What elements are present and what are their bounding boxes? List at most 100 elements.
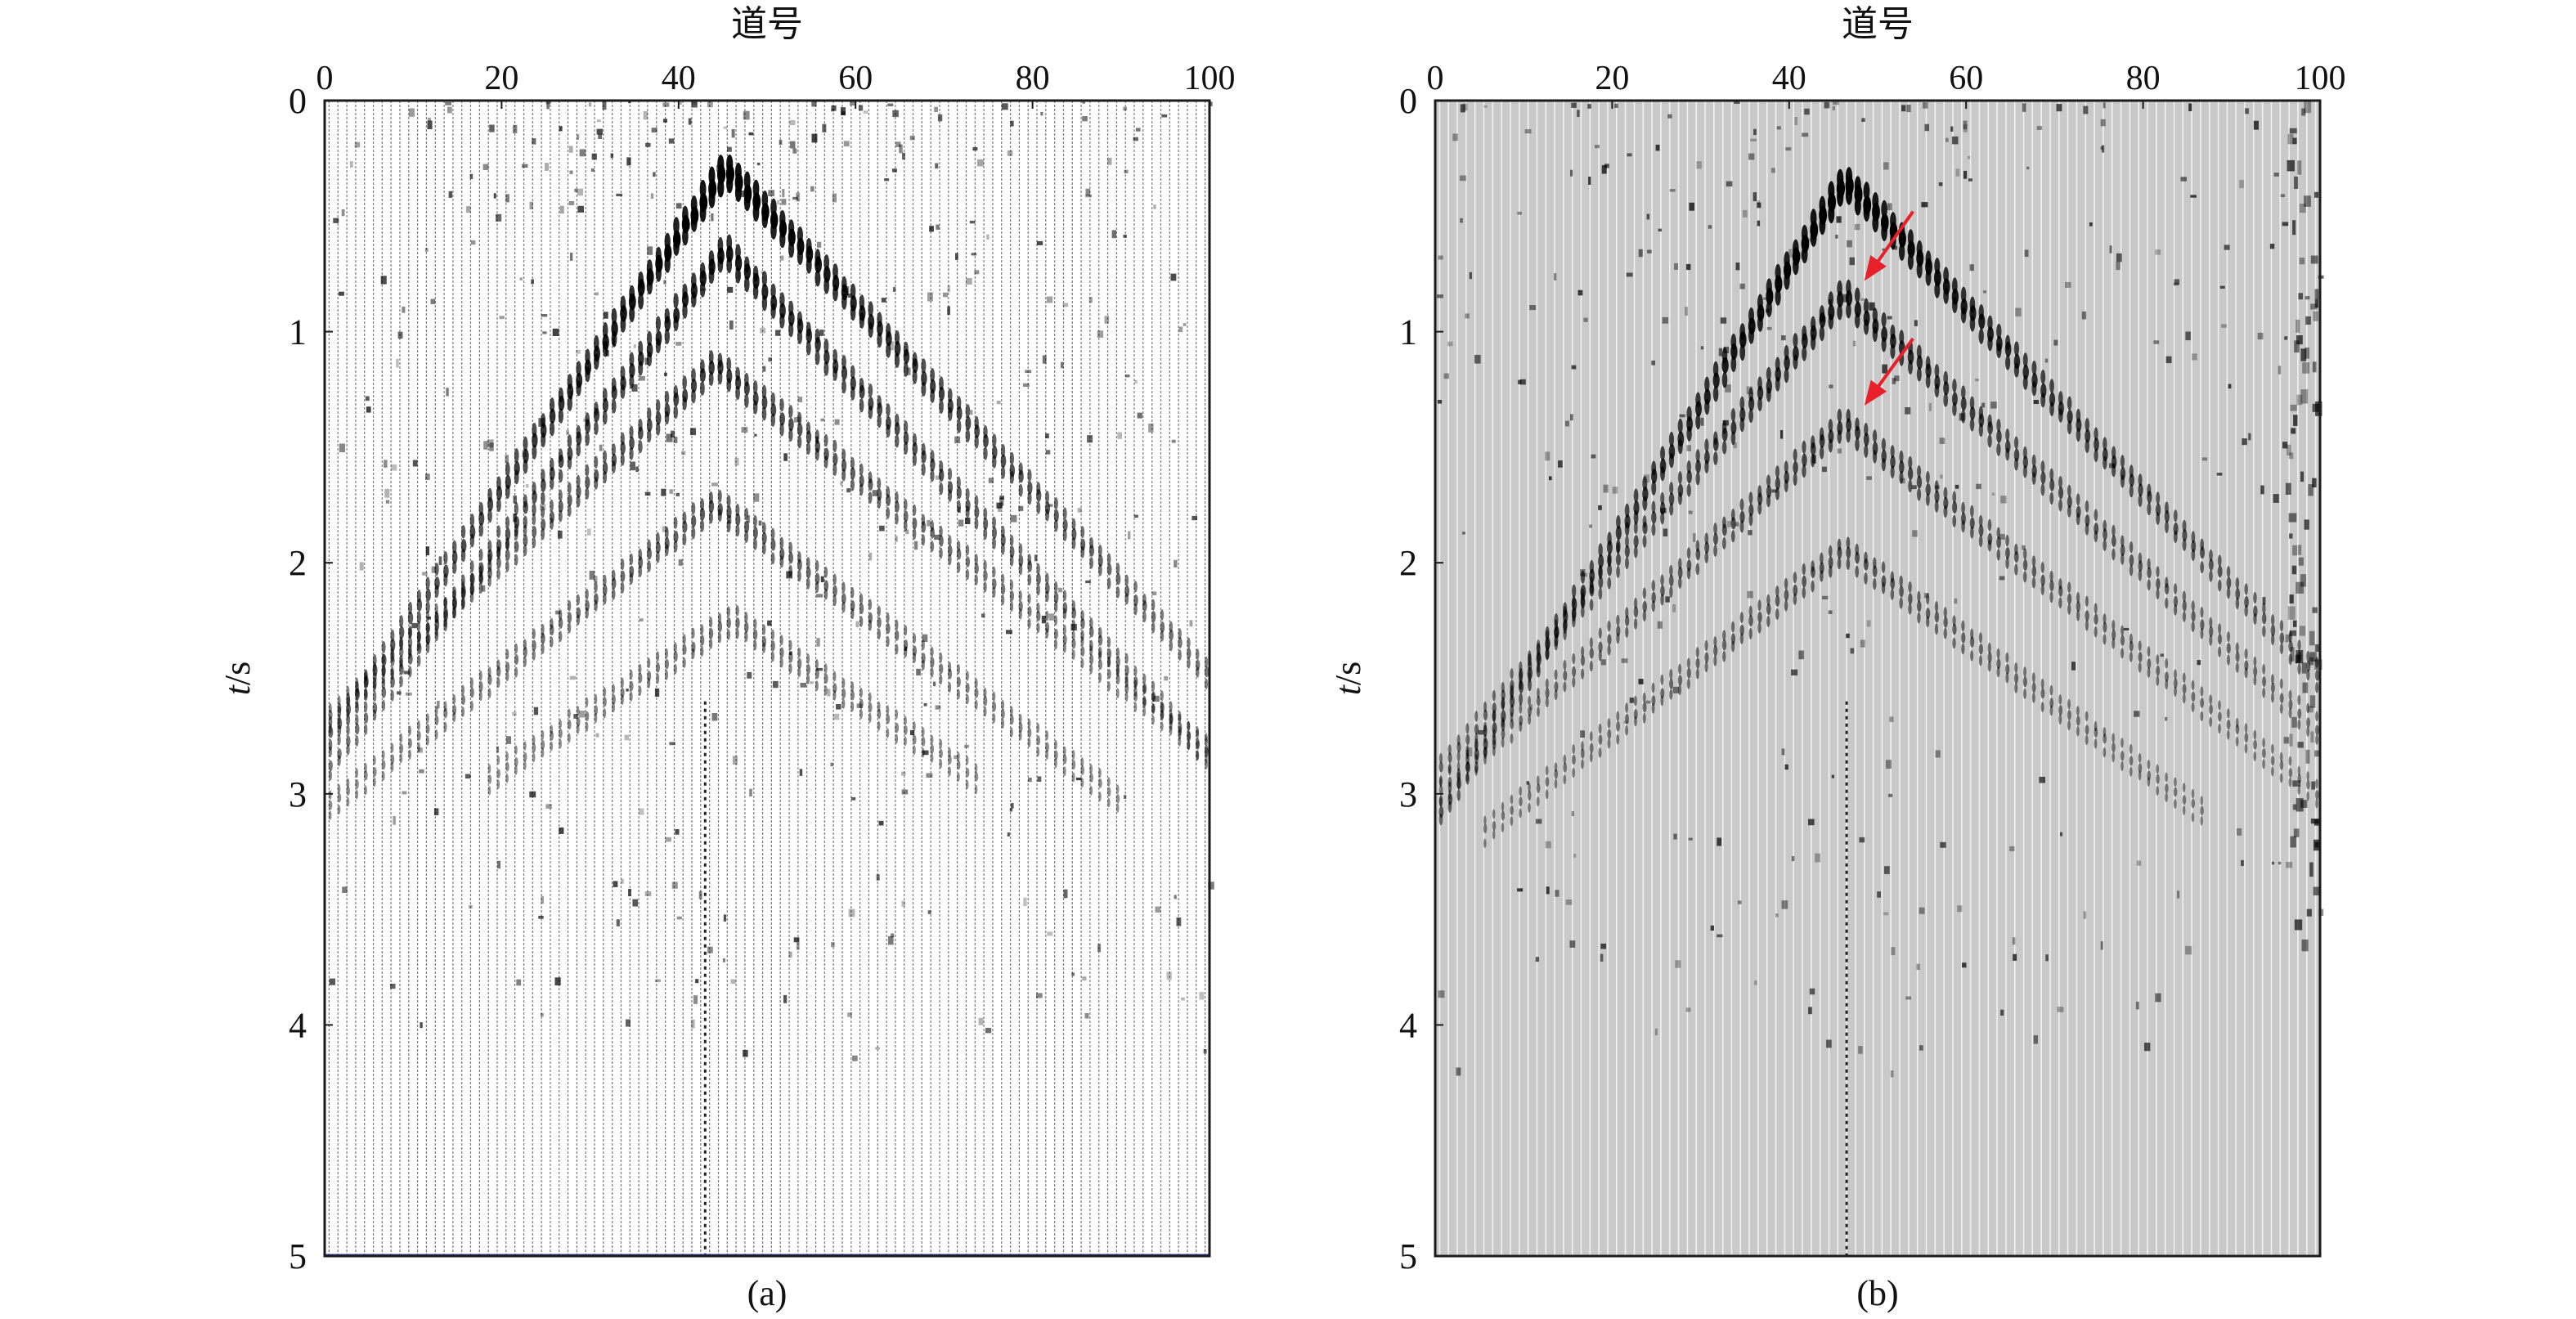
noise-speck [723, 126, 727, 129]
event-wavelet [487, 575, 491, 587]
event-wavelet [2208, 559, 2214, 571]
event-wavelet [585, 608, 589, 619]
event-wavelet [2138, 640, 2142, 652]
noise-speck [380, 276, 387, 285]
edge-noise [2313, 311, 2318, 321]
event-wavelet [1695, 460, 1701, 473]
noise-speck [792, 148, 797, 154]
event-wavelet [1969, 505, 1974, 518]
event-wavelet [664, 390, 670, 405]
event-wavelet [372, 681, 376, 692]
event-wavelet [921, 736, 926, 747]
event-wavelet [948, 489, 953, 502]
event-wavelet [1196, 750, 1200, 761]
edge-noise [2310, 303, 2318, 310]
edge-noise [2313, 886, 2320, 895]
event-wavelet [2058, 476, 2062, 489]
noise-speck [425, 473, 430, 480]
event-wavelet [1987, 518, 1992, 532]
event-wavelet [939, 482, 944, 496]
event-wavelet [1668, 432, 1674, 447]
event-wavelet [877, 414, 882, 428]
noise-speck [1466, 747, 1473, 756]
event-wavelet [850, 457, 855, 470]
event-wavelet [1089, 654, 1094, 665]
noise-speck [1968, 178, 1972, 182]
noise-speck [1693, 533, 1696, 542]
event-wavelet [2138, 652, 2143, 662]
event-wavelet [974, 688, 979, 698]
event-wavelet [355, 768, 359, 778]
event-wavelet [1695, 472, 1700, 486]
noise-speck [1882, 364, 1887, 374]
event-wavelet [1010, 727, 1013, 738]
event-wavelet [1721, 536, 1726, 550]
noise-speck [568, 146, 573, 153]
event-wavelet [1098, 646, 1102, 658]
event-wavelet [859, 398, 864, 413]
event-wavelet [921, 382, 927, 397]
event-wavelet [1624, 713, 1629, 725]
event-wavelet [1721, 440, 1727, 455]
noise-speck [1558, 460, 1563, 468]
noise-speck [1535, 819, 1542, 824]
noise-speck [632, 899, 639, 907]
noise-speck [1577, 289, 1583, 296]
event-wavelet [355, 735, 359, 747]
event-wavelet [1987, 652, 1992, 663]
noise-speck [1663, 528, 1668, 536]
event-wavelet [612, 684, 615, 694]
event-wavelet [895, 630, 900, 641]
event-wavelet [1115, 666, 1120, 678]
event-wavelet [1447, 776, 1452, 787]
event-wavelet [1757, 599, 1761, 612]
event-wavelet [576, 716, 581, 727]
event-wavelet [770, 629, 775, 640]
event-wavelet [815, 572, 820, 585]
noise-speck [1892, 245, 1898, 250]
event-wavelet [2253, 666, 2258, 677]
event-wavelet [1018, 554, 1024, 567]
noise-speck [2033, 400, 2039, 404]
noise-speck [2192, 353, 2197, 361]
event-wavelet [1001, 718, 1005, 729]
event-wavelet [2226, 708, 2230, 719]
event-wavelet [514, 765, 518, 775]
noise-speck [1808, 1007, 1812, 1015]
noise-speck [955, 253, 958, 260]
event-wavelet [1572, 744, 1575, 755]
event-wavelet [832, 452, 838, 466]
noise-speck [2245, 108, 2249, 114]
noise-speck [1009, 808, 1013, 812]
noise-speck [1935, 750, 1941, 758]
event-wavelet [824, 433, 828, 447]
event-wavelet [1793, 460, 1798, 474]
noise-speck [1798, 252, 1805, 259]
event-wavelet [1115, 586, 1120, 599]
event-wavelet [541, 527, 545, 541]
event-wavelet [1142, 600, 1147, 612]
noise-speck [711, 713, 718, 721]
event-wavelet [603, 470, 608, 484]
event-wavelet [1527, 706, 1532, 717]
noise-specks [329, 101, 1214, 1061]
event-wavelet [2067, 698, 2071, 710]
reflection-events [1438, 167, 2320, 849]
event-wavelet [1969, 636, 1975, 648]
event-wavelet [434, 563, 439, 577]
event-wavelet [1616, 614, 1620, 626]
noise-speck [1924, 123, 1929, 132]
event-wavelet [1863, 182, 1870, 201]
event-wavelet [1107, 797, 1111, 808]
event-wavelet [2112, 733, 2116, 743]
event-wavelet [1492, 722, 1497, 734]
event-wavelet [2049, 580, 2054, 592]
event-wavelet [1027, 718, 1031, 729]
noise-speck [1588, 177, 1591, 185]
noise-speck [1887, 203, 1892, 211]
event-wavelet [1846, 536, 1851, 550]
event-wavelet [2085, 725, 2089, 735]
event-wavelet [2094, 603, 2098, 614]
noise-speck [1045, 450, 1051, 455]
event-wavelet [611, 694, 616, 705]
